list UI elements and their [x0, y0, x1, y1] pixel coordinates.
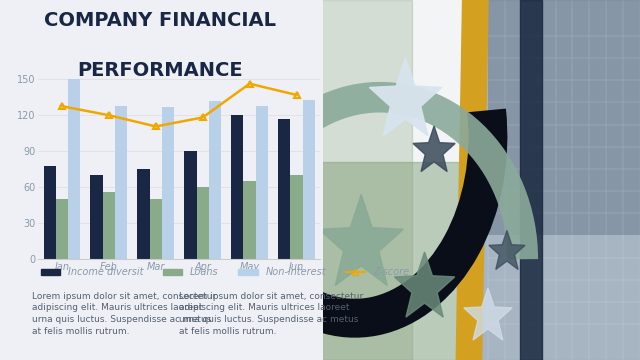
Bar: [207, 202, 230, 232]
Text: PERFORMANCE: PERFORMANCE: [77, 61, 243, 80]
Legend: Income diversit, Loans, Non-interest, Z-score: Income diversit, Loans, Non-interest, Z-…: [37, 264, 413, 281]
Polygon shape: [413, 126, 455, 172]
Bar: [520, 0, 542, 360]
Bar: [102, 192, 115, 259]
Bar: [316, 300, 341, 323]
Bar: [232, 247, 258, 278]
Bar: [468, 190, 492, 220]
Bar: [184, 151, 196, 259]
Polygon shape: [394, 252, 454, 317]
Bar: [231, 115, 243, 259]
Bar: [115, 105, 127, 259]
Text: Lorem ipsum dolor sit amet, consectetur
adipiscing elit. Mauris ultrices laoreet: Lorem ipsum dolor sit amet, consectetur …: [32, 292, 216, 336]
Bar: [479, 138, 497, 165]
Bar: [278, 119, 291, 259]
Bar: [196, 187, 209, 259]
Bar: [243, 181, 256, 259]
Text: Lorem ipsum dolor sit amet, consectetur
adipiscing elit. Mauris ultrices laoreet: Lorem ipsum dolor sit amet, consectetur …: [179, 292, 364, 336]
Bar: [291, 175, 303, 259]
Text: COMPANY FINANCIAL: COMPANY FINANCIAL: [44, 11, 276, 30]
Bar: [90, 175, 102, 259]
Bar: [138, 169, 150, 259]
Bar: [317, 0, 412, 360]
Bar: [162, 107, 174, 259]
Bar: [269, 281, 297, 310]
Polygon shape: [464, 288, 512, 340]
Bar: [68, 79, 80, 259]
Bar: [476, 0, 640, 360]
Polygon shape: [489, 230, 525, 270]
Bar: [443, 238, 470, 269]
Bar: [317, 162, 460, 360]
Bar: [488, 0, 640, 234]
Bar: [44, 166, 56, 259]
Bar: [56, 199, 68, 259]
Polygon shape: [369, 58, 442, 136]
Bar: [256, 105, 268, 259]
Polygon shape: [319, 194, 403, 285]
Bar: [364, 299, 388, 320]
Bar: [407, 275, 434, 303]
Bar: [209, 101, 221, 259]
Bar: [303, 100, 315, 259]
Bar: [150, 199, 162, 259]
